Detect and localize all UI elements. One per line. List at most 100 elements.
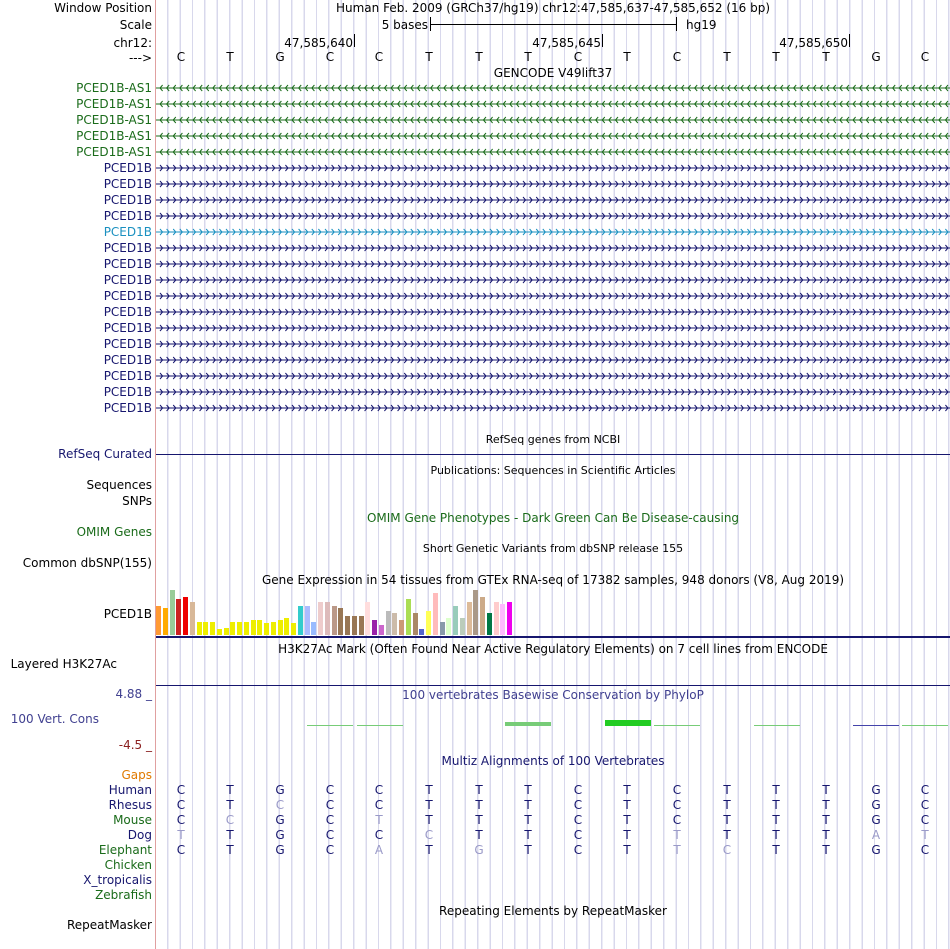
gencode-transcript-label[interactable]: PCED1B [103, 257, 152, 271]
gencode-transcript[interactable] [156, 146, 950, 158]
gencode-transcript[interactable] [156, 226, 950, 238]
gtex-tissue-bar[interactable] [372, 620, 377, 635]
gtex-tissue-bar[interactable] [264, 623, 269, 635]
gencode-transcript-label[interactable]: PCED1B [103, 193, 152, 207]
phylop-plot[interactable] [156, 700, 950, 750]
gtex-tissue-bar[interactable] [385, 611, 391, 635]
gencode-transcript-label[interactable]: PCED1B-AS1 [76, 113, 152, 127]
gencode-transcript-label[interactable]: PCED1B-AS1 [76, 129, 152, 143]
gencode-transcript-label[interactable]: PCED1B [103, 209, 152, 223]
gencode-transcript[interactable] [156, 114, 950, 126]
gtex-tissue-bar[interactable] [297, 606, 303, 635]
gencode-transcript[interactable] [156, 306, 950, 318]
gtex-tissue-bar[interactable] [176, 599, 182, 635]
gtex-tissue-bar[interactable] [351, 616, 357, 635]
gencode-transcript[interactable] [156, 354, 950, 366]
gtex-tissue-bar[interactable] [358, 616, 364, 635]
gtex-tissue-bar[interactable] [250, 620, 256, 635]
species-label[interactable]: Mouse [113, 813, 152, 827]
gtex-tissue-bar[interactable] [230, 622, 236, 635]
refseq-label[interactable]: RefSeq Curated [58, 447, 152, 461]
species-label[interactable]: Elephant [98, 843, 152, 857]
gtex-tissue-bar[interactable] [189, 602, 195, 635]
gencode-transcript-label[interactable]: PCED1B [103, 337, 152, 351]
gencode-transcript[interactable] [156, 258, 950, 270]
gencode-transcript[interactable] [156, 178, 950, 190]
gtex-tissue-bar[interactable] [439, 622, 445, 635]
gtex-tissue-bar[interactable] [270, 622, 276, 635]
gtex-tissue-bar[interactable] [223, 628, 229, 635]
gtex-tissue-bar[interactable] [507, 602, 512, 635]
gtex-tissue-bar[interactable] [216, 629, 222, 635]
gencode-transcript-label[interactable]: PCED1B [103, 385, 152, 399]
gencode-transcript[interactable] [156, 130, 950, 142]
species-label[interactable]: X_tropicalis [83, 873, 152, 887]
gencode-transcript[interactable] [156, 402, 950, 414]
gtex-tissue-bar[interactable] [162, 608, 168, 635]
gtex-tissue-bar[interactable] [378, 625, 384, 635]
gtex-tissue-bar[interactable] [257, 620, 263, 635]
gencode-transcript[interactable] [156, 242, 950, 254]
gtex-tissue-bar[interactable] [237, 622, 242, 635]
gtex-tissue-bar[interactable] [399, 620, 404, 635]
gencode-transcript[interactable] [156, 162, 950, 174]
species-label[interactable]: Dog [127, 828, 152, 842]
species-label[interactable]: Zebrafish [95, 888, 152, 902]
refseq-gene-line[interactable] [156, 454, 950, 455]
gencode-transcript-label[interactable]: PCED1B-AS1 [76, 145, 152, 159]
gencode-transcript-label[interactable]: PCED1B-AS1 [76, 97, 152, 111]
gencode-transcript[interactable] [156, 322, 950, 334]
gtex-tissue-bar[interactable] [196, 622, 202, 635]
gtex-tissue-bar[interactable] [473, 590, 479, 635]
gtex-tissue-bar[interactable] [392, 613, 398, 635]
gtex-tissue-bar[interactable] [318, 602, 323, 635]
gtex-tissue-bar[interactable] [493, 602, 499, 635]
gtex-tissue-bar[interactable] [304, 606, 310, 635]
gencode-transcript-label[interactable]: PCED1B [103, 161, 152, 175]
gtex-tissue-bar[interactable] [432, 593, 438, 635]
gtex-tissue-bar[interactable] [331, 606, 337, 635]
gtex-tissue-bar[interactable] [459, 618, 465, 635]
gtex-tissue-bar[interactable] [453, 606, 458, 635]
gtex-tissue-bar[interactable] [466, 602, 472, 635]
gencode-transcript-label[interactable]: PCED1B [103, 273, 152, 287]
repeatmasker-label[interactable]: RepeatMasker [66, 918, 152, 932]
gtex-tissue-bar[interactable] [419, 629, 425, 635]
gencode-transcript-label[interactable]: PCED1B [103, 177, 152, 191]
gencode-transcript[interactable] [156, 370, 950, 382]
snps-label[interactable]: SNPs [122, 494, 152, 508]
gencode-transcript-label[interactable]: PCED1B [103, 305, 152, 319]
gtex-tissue-bar[interactable] [291, 623, 296, 635]
gtex-tissue-bar[interactable] [243, 622, 249, 635]
gtex-tissue-bar[interactable] [480, 597, 485, 635]
gtex-tissue-bar[interactable] [277, 620, 283, 635]
track-image[interactable]: Human Feb. 2009 (GRCh37/hg19) chr12:47,5… [156, 0, 950, 949]
gencode-transcript[interactable] [156, 338, 950, 350]
gtex-tissue-bar[interactable] [412, 613, 418, 635]
gencode-transcript-label[interactable]: PCED1B-AS1 [76, 81, 152, 95]
dbsnp-label[interactable]: Common dbSNP(155) [22, 556, 152, 570]
gtex-tissue-bar[interactable] [284, 618, 290, 635]
gencode-transcript[interactable] [156, 98, 950, 110]
gencode-transcript-label[interactable]: PCED1B [103, 401, 152, 415]
gtex-tissue-bar[interactable] [426, 611, 431, 635]
gencode-transcript-label[interactable]: PCED1B [103, 369, 152, 383]
gencode-transcript[interactable] [156, 210, 950, 222]
gtex-tissue-bar[interactable] [203, 622, 209, 635]
gencode-transcript[interactable] [156, 274, 950, 286]
gtex-tissue-bar[interactable] [365, 602, 371, 635]
gtex-tissue-bar[interactable] [338, 608, 344, 635]
species-label[interactable]: Rhesus [108, 798, 152, 812]
species-label[interactable]: Chicken [104, 858, 152, 872]
gencode-transcript[interactable] [156, 290, 950, 302]
gtex-tissue-bar[interactable] [345, 616, 350, 635]
gtex-tissue-bar[interactable] [156, 606, 161, 635]
gencode-transcript[interactable] [156, 194, 950, 206]
gtex-tissue-bar[interactable] [183, 597, 188, 635]
gencode-transcript[interactable] [156, 386, 950, 398]
sequences-label[interactable]: Sequences [86, 478, 152, 492]
gtex-tissue-bar[interactable] [486, 613, 492, 635]
gencode-transcript-label[interactable]: PCED1B [103, 321, 152, 335]
gtex-label[interactable]: PCED1B [103, 607, 152, 621]
gtex-tissue-bar[interactable] [324, 602, 330, 635]
